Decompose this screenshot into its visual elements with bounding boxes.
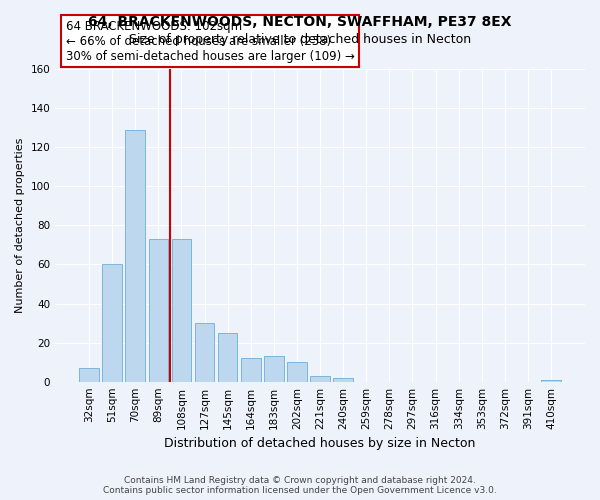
Bar bbox=[172, 239, 191, 382]
Y-axis label: Number of detached properties: Number of detached properties bbox=[15, 138, 25, 313]
Bar bbox=[149, 239, 168, 382]
Bar bbox=[103, 264, 122, 382]
Text: 64 BRACKENWOODS: 102sqm
← 66% of detached houses are smaller (238)
30% of semi-d: 64 BRACKENWOODS: 102sqm ← 66% of detache… bbox=[66, 20, 355, 62]
Bar bbox=[541, 380, 561, 382]
Bar bbox=[79, 368, 99, 382]
Bar bbox=[195, 323, 214, 382]
Bar bbox=[287, 362, 307, 382]
Bar bbox=[310, 376, 330, 382]
Bar bbox=[334, 378, 353, 382]
Bar bbox=[125, 130, 145, 382]
Bar bbox=[241, 358, 260, 382]
X-axis label: Distribution of detached houses by size in Necton: Distribution of detached houses by size … bbox=[164, 437, 476, 450]
Text: 64, BRACKENWOODS, NECTON, SWAFFHAM, PE37 8EX: 64, BRACKENWOODS, NECTON, SWAFFHAM, PE37… bbox=[88, 15, 512, 29]
Bar bbox=[218, 333, 238, 382]
Text: Size of property relative to detached houses in Necton: Size of property relative to detached ho… bbox=[129, 32, 471, 46]
Text: Contains HM Land Registry data © Crown copyright and database right 2024.
Contai: Contains HM Land Registry data © Crown c… bbox=[103, 476, 497, 495]
Bar bbox=[264, 356, 284, 382]
